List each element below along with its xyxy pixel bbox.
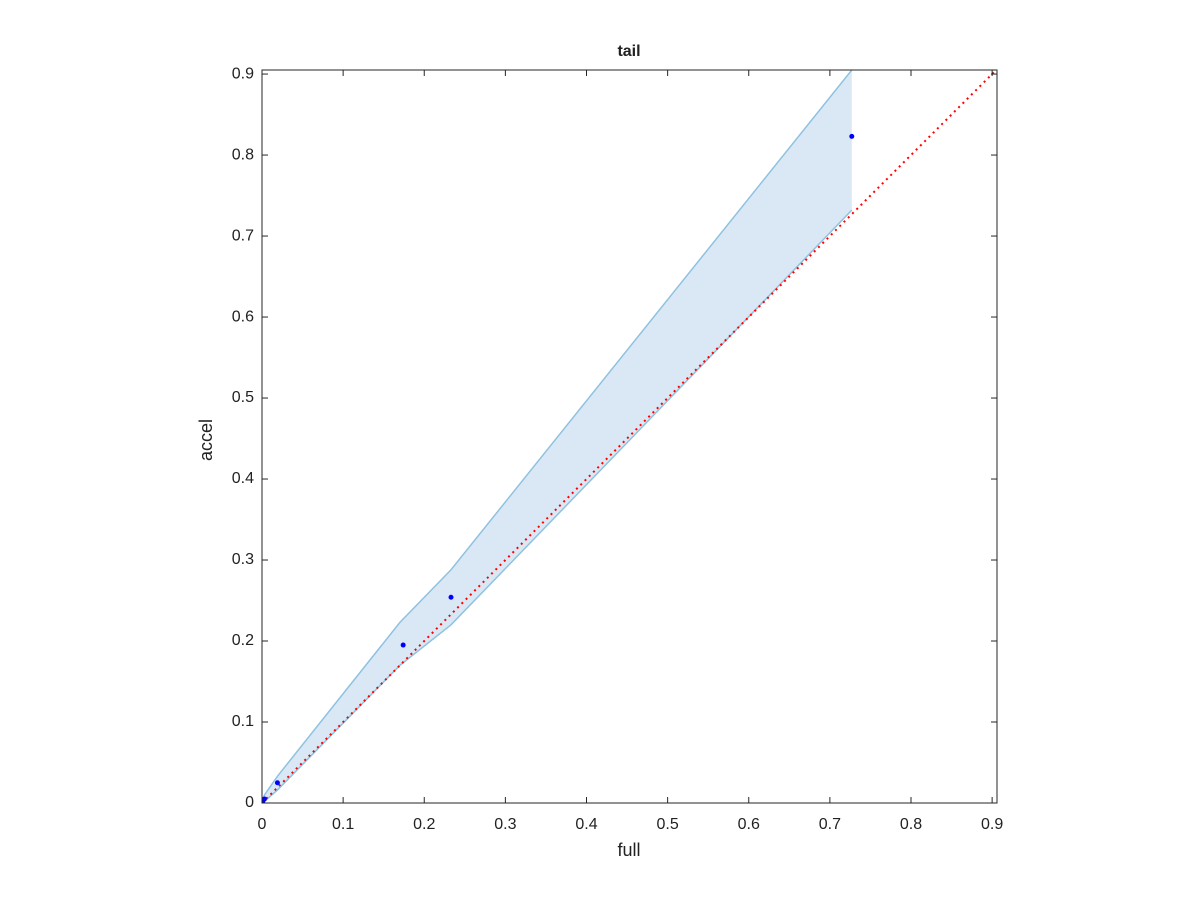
band-upper-edge (262, 70, 853, 803)
y-tick-label: 0.8 (232, 146, 254, 163)
x-axis-label: full (617, 840, 640, 860)
y-tick-label: 0.1 (232, 713, 254, 730)
x-tick-label: 0.6 (738, 816, 760, 833)
x-tick-label: 0.7 (819, 816, 841, 833)
axes-box (261, 69, 998, 804)
x-tick-label: 0.2 (413, 816, 435, 833)
band-area (262, 70, 852, 803)
y-tick-label: 0 (245, 794, 254, 811)
plot-area (262, 70, 997, 803)
x-tick-label: 0.5 (657, 816, 679, 833)
y-axis-label: accel (196, 419, 216, 461)
chart-title: tail (617, 43, 640, 60)
point (849, 133, 855, 139)
y-tick-label: 0.2 (232, 632, 254, 649)
y-tick-label: 0.9 (232, 65, 254, 82)
point (262, 796, 267, 802)
x-tick-label: 0.3 (494, 816, 516, 833)
y-tick-label: 0.3 (232, 551, 254, 568)
point (400, 642, 406, 648)
reference-line (262, 70, 997, 803)
y-tick-label: 0.4 (232, 470, 254, 487)
x-tick-label: 0.8 (900, 816, 922, 833)
x-tick-label: 0 (258, 816, 267, 833)
point (274, 780, 280, 786)
y-tick-label: 0.7 (232, 227, 254, 244)
x-tick-label: 0.9 (981, 816, 1003, 833)
y-tick-label: 0.6 (232, 308, 254, 325)
y-tick-label: 0.5 (232, 389, 254, 406)
x-tick-label: 0.4 (575, 816, 597, 833)
x-tick-label: 0.1 (332, 816, 354, 833)
point (448, 594, 454, 600)
